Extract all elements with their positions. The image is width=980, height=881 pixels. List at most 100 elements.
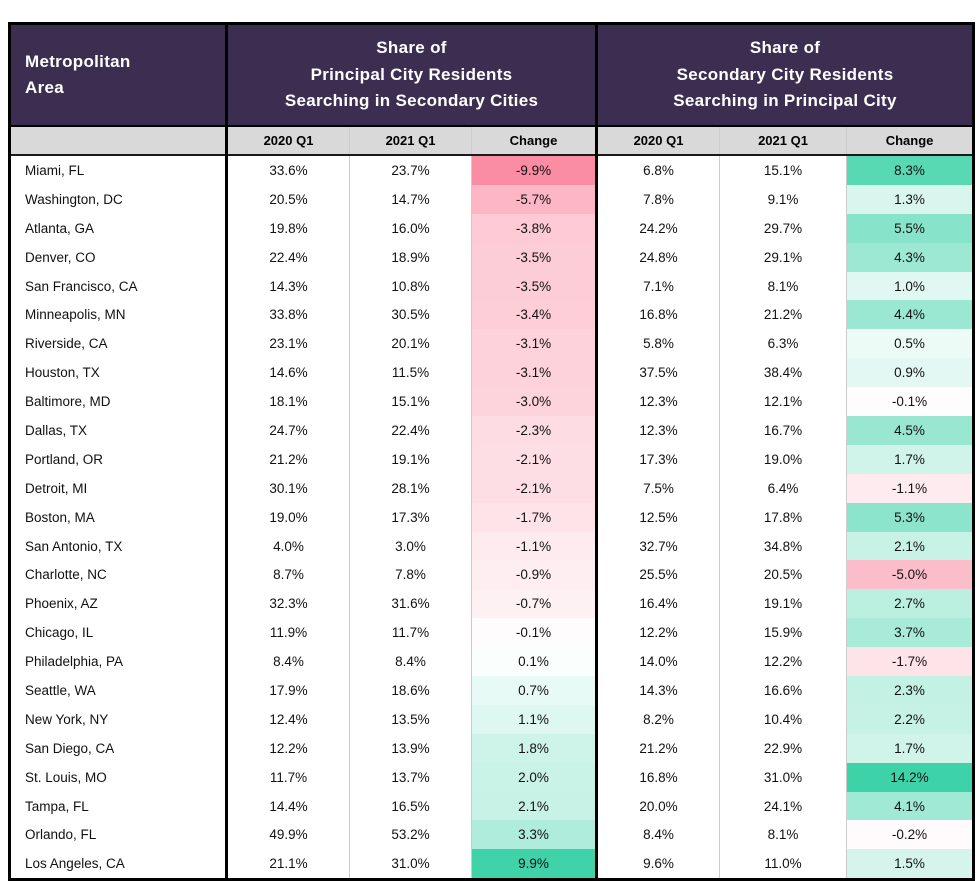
secondary-change-cell: 14.2% xyxy=(846,762,974,792)
principal-change-cell: -3.1% xyxy=(470,358,597,388)
metro-cell: Seattle, WA xyxy=(9,676,227,705)
secondary-2021q1-cell: 15.1% xyxy=(719,155,847,185)
secondary-2020q1-cell: 24.8% xyxy=(595,242,720,272)
metro-cell: Chicago, IL xyxy=(9,618,227,648)
metro-search-table: Metropolitan Area Share of Principal Cit… xyxy=(8,22,976,881)
principal-2020q1-cell: 49.9% xyxy=(225,820,350,850)
secondary-2021q1-cell: 29.7% xyxy=(719,213,847,243)
secondary-2021q1-header: 2021 Q1 xyxy=(719,126,847,156)
principal-2021q1-cell: 28.1% xyxy=(349,473,472,503)
principal-2021q1-cell: 18.9% xyxy=(349,242,472,272)
secondary-2021q1-cell: 24.1% xyxy=(719,791,847,821)
principal-2020q1-cell: 22.4% xyxy=(225,242,350,272)
secondary-change-cell: 1.5% xyxy=(846,849,974,880)
principal-change-cell: -0.7% xyxy=(470,589,597,619)
secondary-2021q1-cell: 11.0% xyxy=(719,849,847,880)
metro-cell: Charlotte, NC xyxy=(9,560,227,590)
secondary-change-cell: 8.3% xyxy=(846,155,974,185)
secondary-2021q1-cell: 10.4% xyxy=(719,704,847,734)
secondary-change-cell: 2.1% xyxy=(846,531,974,561)
secondary-2021q1-cell: 6.3% xyxy=(719,329,847,359)
principal-2021q1-cell: 11.7% xyxy=(349,618,472,648)
principal-2021q1-cell: 22.4% xyxy=(349,416,472,445)
principal-2020q1-cell: 23.1% xyxy=(225,329,350,359)
principal-change-cell: -2.1% xyxy=(470,444,597,474)
metro-cell: Washington, DC xyxy=(9,184,227,214)
table-row: Detroit, MI 30.1% 28.1% -2.1% 7.5% 6.4% … xyxy=(9,473,974,503)
table-row: St. Louis, MO 11.7% 13.7% 2.0% 16.8% 31.… xyxy=(9,762,974,792)
metro-cell: Philadelphia, PA xyxy=(9,647,227,677)
secondary-2020q1-cell: 7.1% xyxy=(595,271,720,301)
principal-change-cell: 0.1% xyxy=(470,647,597,677)
principal-2020q1-cell: 30.1% xyxy=(225,473,350,503)
secondary-change-cell: 4.5% xyxy=(846,416,974,445)
principal-change-header: Change xyxy=(470,126,597,156)
principal-2020q1-cell: 24.7% xyxy=(225,416,350,445)
table-row: Chicago, IL 11.9% 11.7% -0.1% 12.2% 15.9… xyxy=(9,618,974,648)
table-body: Miami, FL 33.6% 23.7% -9.9% 6.8% 15.1% 8… xyxy=(9,155,974,880)
secondary-2020q1-cell: 5.8% xyxy=(595,329,720,359)
secondary-change-cell: 1.7% xyxy=(846,444,974,474)
table-row: Minneapolis, MN 33.8% 30.5% -3.4% 16.8% … xyxy=(9,300,974,330)
principal-2020q1-cell: 4.0% xyxy=(225,531,350,561)
secondary-change-cell: 3.7% xyxy=(846,618,974,648)
sub-header-row: 2020 Q1 2021 Q1 Change 2020 Q1 2021 Q1 C… xyxy=(9,126,974,156)
table-row: Philadelphia, PA 8.4% 8.4% 0.1% 14.0% 12… xyxy=(9,647,974,677)
secondary-2020q1-cell: 20.0% xyxy=(595,791,720,821)
secondary-2021q1-cell: 20.5% xyxy=(719,560,847,590)
principal-change-cell: -0.9% xyxy=(470,560,597,590)
secondary-change-cell: -5.0% xyxy=(846,560,974,590)
principal-2020q1-cell: 21.2% xyxy=(225,444,350,474)
principal-2021q1-cell: 15.1% xyxy=(349,387,472,417)
principal-2020q1-cell: 19.0% xyxy=(225,502,350,532)
secondary-2020q1-cell: 37.5% xyxy=(595,358,720,388)
principal-2021q1-cell: 16.0% xyxy=(349,213,472,243)
metro-cell: New York, NY xyxy=(9,704,227,734)
metro-cell: Orlando, FL xyxy=(9,820,227,850)
principal-city-group-header: Share of Principal City Residents Search… xyxy=(224,23,597,127)
secondary-2021q1-cell: 29.1% xyxy=(719,242,847,272)
table-row: Los Angeles, CA 21.1% 31.0% 9.9% 9.6% 11… xyxy=(9,849,974,880)
principal-2020q1-cell: 12.4% xyxy=(225,704,350,734)
principal-change-cell: -3.1% xyxy=(470,329,597,359)
principal-2021q1-cell: 23.7% xyxy=(349,155,472,185)
secondary-2020q1-header: 2020 Q1 xyxy=(595,126,720,156)
metro-subheader-empty xyxy=(9,126,227,156)
principal-change-cell: -9.9% xyxy=(470,155,597,185)
secondary-2020q1-cell: 25.5% xyxy=(595,560,720,590)
secondary-change-cell: -0.1% xyxy=(846,387,974,417)
metro-cell: Houston, TX xyxy=(9,358,227,388)
principal-2021q1-cell: 13.5% xyxy=(349,704,472,734)
secondary-change-cell: 1.3% xyxy=(846,184,974,214)
metro-cell: Phoenix, AZ xyxy=(9,589,227,619)
secondary-change-cell: -0.2% xyxy=(846,820,974,850)
principal-2020q1-cell: 14.3% xyxy=(225,271,350,301)
principal-2021q1-cell: 18.6% xyxy=(349,676,472,705)
principal-2021q1-cell: 19.1% xyxy=(349,444,472,474)
metro-cell: Atlanta, GA xyxy=(9,213,227,243)
secondary-2020q1-cell: 12.3% xyxy=(595,387,720,417)
principal-change-cell: -3.5% xyxy=(470,242,597,272)
secondary-2021q1-cell: 8.1% xyxy=(719,271,847,301)
table-row: New York, NY 12.4% 13.5% 1.1% 8.2% 10.4%… xyxy=(9,704,974,734)
secondary-change-cell: 0.5% xyxy=(846,329,974,359)
secondary-2020q1-cell: 14.0% xyxy=(595,647,720,677)
principal-change-cell: -5.7% xyxy=(470,184,597,214)
principal-change-cell: -1.1% xyxy=(470,531,597,561)
table-row: Baltimore, MD 18.1% 15.1% -3.0% 12.3% 12… xyxy=(9,387,974,417)
principal-change-cell: -3.8% xyxy=(470,213,597,243)
principal-2020q1-cell: 11.9% xyxy=(225,618,350,648)
table-row: Seattle, WA 17.9% 18.6% 0.7% 14.3% 16.6%… xyxy=(9,676,974,705)
secondary-2021q1-cell: 17.8% xyxy=(719,502,847,532)
secondary-2020q1-cell: 7.8% xyxy=(595,184,720,214)
secondary-2021q1-cell: 6.4% xyxy=(719,473,847,503)
principal-2020q1-cell: 14.4% xyxy=(225,791,350,821)
principal-2021q1-cell: 3.0% xyxy=(349,531,472,561)
secondary-2020q1-cell: 16.8% xyxy=(595,300,720,330)
metro-cell: Portland, OR xyxy=(9,444,227,474)
secondary-2020q1-cell: 8.2% xyxy=(595,704,720,734)
secondary-2020q1-cell: 12.5% xyxy=(595,502,720,532)
principal-2020q1-cell: 18.1% xyxy=(225,387,350,417)
principal-2021q1-header: 2021 Q1 xyxy=(349,126,472,156)
